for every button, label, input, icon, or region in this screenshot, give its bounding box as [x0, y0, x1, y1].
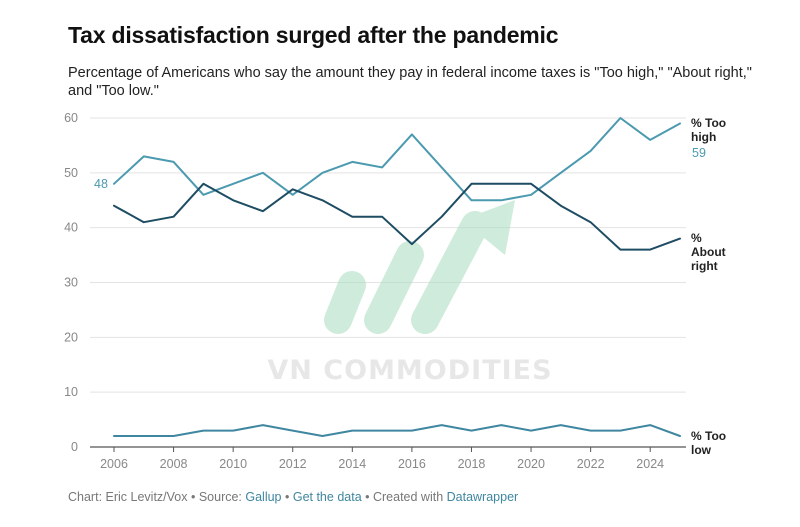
series-labels: % Too high % About right % Too low 59 48	[94, 116, 726, 457]
x-tick-label: 2024	[636, 457, 664, 471]
series-lines	[113, 117, 681, 437]
x-tick-label: 2012	[279, 457, 307, 471]
chart-footer: Chart: Eric Levitz/Vox • Source: Gallup …	[68, 490, 518, 504]
too-high-start-value: 48	[94, 177, 108, 191]
y-tick-label: 30	[64, 276, 78, 290]
datawrapper-link[interactable]: Datawrapper	[446, 490, 519, 504]
watermark-logo: VN COMMODITIES	[267, 200, 552, 386]
x-tick-label: 2020	[517, 457, 545, 471]
chart-credit: Chart: Eric Levitz/Vox	[68, 490, 188, 504]
y-tick-label: 10	[64, 385, 78, 399]
about-right-line	[113, 182, 681, 251]
x-axis: 2006 2008 2010 2012 2014 2016 2018 2020 2022 2024	[100, 447, 664, 471]
about-right-series-label: % About right	[691, 231, 726, 273]
watermark-text: VN COMMODITIES	[267, 355, 552, 386]
too-low-line	[113, 424, 681, 437]
watermark-bar-1	[324, 271, 366, 334]
x-tick-label: 2018	[458, 457, 486, 471]
footer-separator: • Created with	[361, 490, 447, 504]
y-tick-label: 20	[64, 330, 78, 344]
footer-separator: • Source:	[187, 490, 246, 504]
x-tick-label: 2016	[398, 457, 426, 471]
watermark-arrow-icon	[462, 200, 515, 255]
chart-title: Tax dissatisfaction surged after the pan…	[68, 22, 559, 48]
source-link[interactable]: Gallup	[245, 490, 282, 504]
y-tick-label: 0	[71, 440, 78, 454]
y-tick-label: 60	[64, 111, 78, 125]
x-tick-label: 2022	[577, 457, 605, 471]
x-tick-label: 2006	[100, 457, 128, 471]
x-tick-label: 2008	[160, 457, 188, 471]
footer-separator: •	[281, 490, 293, 504]
too-high-line	[113, 117, 681, 202]
x-tick-label: 2010	[219, 457, 247, 471]
y-tick-label: 40	[64, 221, 78, 235]
watermark-bar-3	[411, 211, 489, 334]
too-high-end-value: 59	[692, 146, 706, 160]
watermark-bar-2	[364, 241, 424, 334]
too-low-series-label: % Too low	[691, 429, 726, 457]
get-data-link[interactable]: Get the data	[292, 490, 362, 504]
y-axis: 0 10 20 30 40 50 60	[64, 111, 78, 454]
x-tick-label: 2014	[338, 457, 366, 471]
too-high-series-label: % Too high	[691, 116, 726, 144]
y-tick-label: 50	[64, 166, 78, 180]
chart-subtitle: Percentage of Americans who say the amou…	[68, 65, 752, 99]
